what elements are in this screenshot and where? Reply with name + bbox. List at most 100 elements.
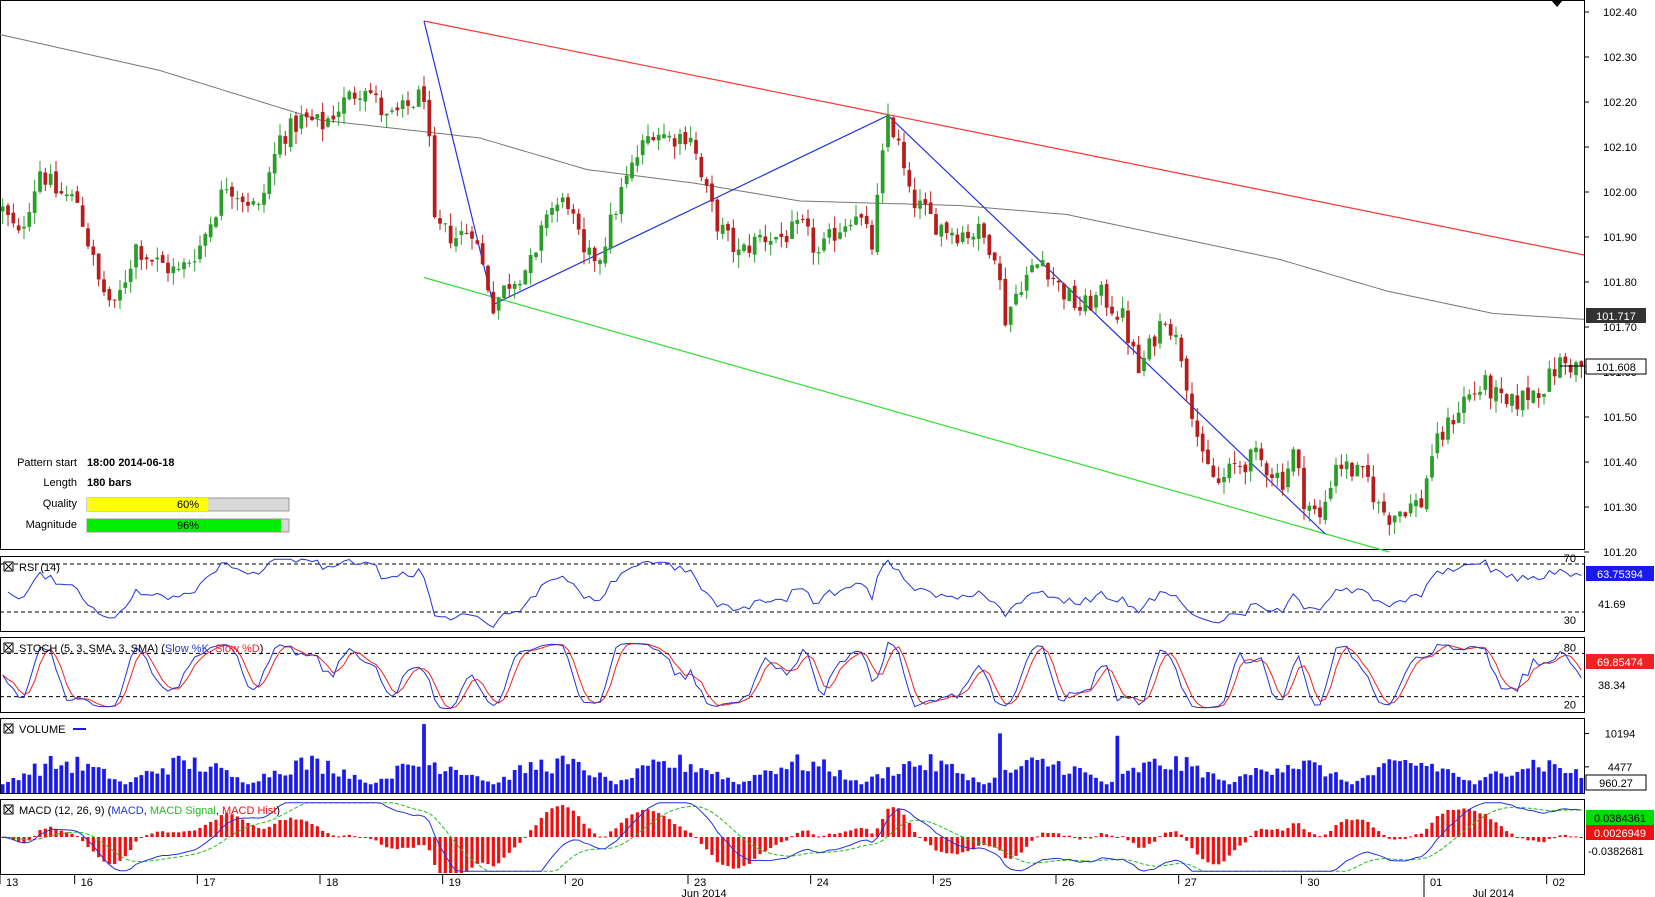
price-tick-label: 101.40 <box>1603 457 1637 469</box>
candle-body <box>1083 295 1088 312</box>
candle-body <box>571 209 576 214</box>
macd-hist-bar <box>427 837 431 851</box>
volume-panel[interactable]: VOLUME 10194 4477 960.27 <box>0 718 1647 794</box>
macd-hist-bar <box>1505 831 1509 837</box>
macd-hist-bar <box>566 807 570 837</box>
candle-body <box>48 173 53 185</box>
macd-hist-bar <box>1014 837 1018 856</box>
candle-body <box>1552 369 1557 377</box>
volume-bar <box>32 763 37 793</box>
macd-hist-bar <box>1179 834 1183 837</box>
volume-bar <box>336 776 341 793</box>
volume-bar <box>864 781 869 793</box>
volume-bar <box>742 781 746 793</box>
volume-bar <box>411 765 416 793</box>
volume-bar <box>1184 757 1189 793</box>
macd-hist-bar <box>1515 837 1519 838</box>
candle-body <box>1547 368 1552 392</box>
macd-hist-bar <box>65 832 69 837</box>
candle-body <box>726 224 730 231</box>
candle-body <box>720 224 725 234</box>
macd-hist-bar <box>1062 835 1066 837</box>
rsi-line <box>7 558 1582 628</box>
volume-bar <box>646 765 650 793</box>
volume-bar <box>38 775 42 793</box>
macd-hist-bar <box>1579 837 1583 838</box>
macd-hist-bar <box>1547 837 1551 839</box>
candle-body <box>784 235 789 243</box>
volume-bar <box>854 780 858 793</box>
candle-body <box>27 211 32 227</box>
volume-bar <box>859 784 864 793</box>
volume-bar <box>1563 773 1568 793</box>
volume-bar <box>464 775 469 793</box>
macd-hist-bar <box>1275 828 1279 837</box>
volume-bar <box>368 784 373 793</box>
time-day-label: 26 <box>1062 877 1074 889</box>
volume-bar <box>678 754 682 793</box>
macd-panel[interactable]: MACD (12, 26, 9) (MACD, MACD Signal, MAC… <box>0 799 1655 875</box>
volume-bar <box>544 771 549 793</box>
candle-body <box>395 107 400 111</box>
candle-body <box>966 231 970 239</box>
macd-hist-bar <box>203 824 207 837</box>
macd-hist-bar <box>731 837 735 869</box>
macd-hist-bar <box>662 815 666 837</box>
pattern-length-label: Length <box>43 477 77 489</box>
pattern-start-label: Pattern start <box>17 457 77 469</box>
volume-bar <box>102 768 106 793</box>
volume-bar <box>640 765 645 793</box>
macd-hist-bar <box>1025 837 1029 847</box>
magnitude-bar-fill <box>87 519 281 532</box>
candle-body <box>224 189 229 191</box>
rsi-level-label: 30 <box>1564 615 1576 627</box>
volume-bar <box>523 773 528 793</box>
macd-hist-bar <box>161 831 165 837</box>
candle-body <box>608 214 613 249</box>
candle-body <box>950 232 954 236</box>
candle-body <box>1094 295 1098 308</box>
candle-body <box>283 136 288 144</box>
candle-body <box>1504 394 1509 405</box>
volume-bar <box>550 773 554 793</box>
volume-bar <box>944 764 949 793</box>
volume-bar <box>118 781 122 793</box>
macd-hist-bar <box>54 828 58 837</box>
price-axis: 102.40 102.30 102.20 102.10 102.00 101.90 101.… <box>1584 7 1637 559</box>
macd-hist-bar <box>1430 822 1434 837</box>
macd-hist-bar <box>582 823 586 837</box>
volume-bar <box>1190 766 1194 793</box>
candle-body <box>150 259 154 262</box>
macd-hist-bar <box>1558 835 1562 837</box>
candle-body <box>1563 356 1568 364</box>
candle-body <box>1120 308 1125 318</box>
candle-body <box>107 289 112 301</box>
rsi-panel[interactable]: 70 30 RSI (14) 41.69 63.75394 <box>0 553 1654 632</box>
macd-hist-bar <box>1211 837 1215 865</box>
macd-hist-bar <box>961 837 965 853</box>
macd-hist-bar <box>513 837 517 848</box>
candle-body <box>640 140 645 156</box>
candle-body <box>1462 396 1466 413</box>
candle-body <box>555 204 560 212</box>
macd-hist-bar <box>721 837 725 865</box>
volume-bar <box>902 764 906 793</box>
collapse-triangle-icon[interactable] <box>1551 0 1563 7</box>
stoch-panel[interactable]: 80 20 STOCH (5, 3, SMA, 3, SMA) (Slow %K,… <box>0 637 1654 713</box>
macd-hist-bar <box>438 837 442 873</box>
candle-body <box>38 171 42 192</box>
volume-bar <box>480 780 485 793</box>
candle-body <box>1366 465 1370 477</box>
macd-hist-bar <box>651 811 655 837</box>
price-panel[interactable]: 102.40 102.30 102.20 102.10 102.00 101.90 101.… <box>0 0 1647 559</box>
candle-body <box>0 206 5 212</box>
candle-body <box>944 222 949 234</box>
volume-bar <box>16 780 21 793</box>
volume-bar <box>11 778 16 793</box>
volume-bar <box>539 759 544 793</box>
macd-hist-bar <box>1286 828 1290 837</box>
macd-hist-bar <box>49 826 53 837</box>
volume-bar <box>1088 774 1093 793</box>
stoch-legend-sep: , <box>209 643 215 655</box>
